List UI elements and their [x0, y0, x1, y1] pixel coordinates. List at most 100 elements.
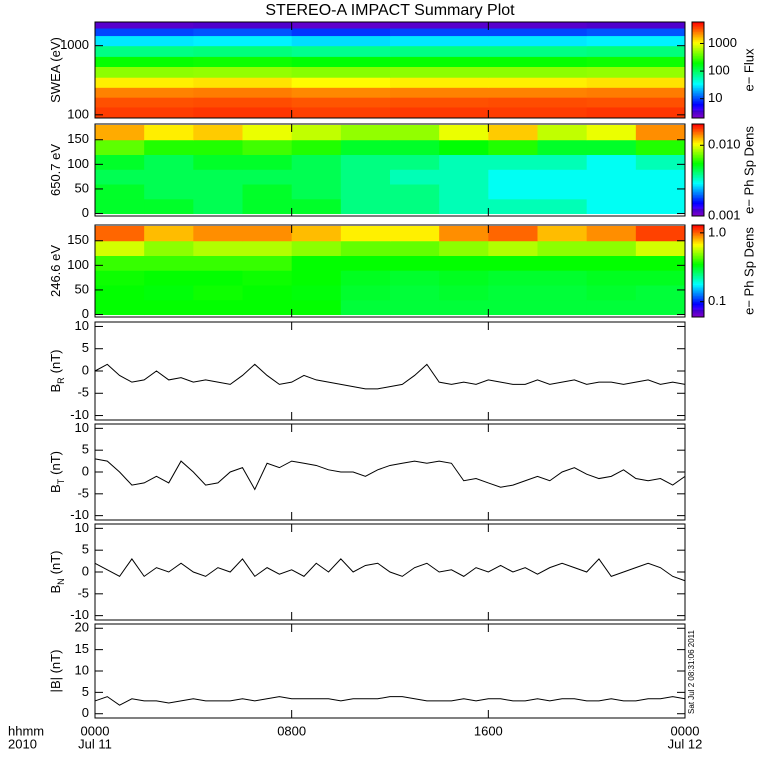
heatmap-cell [95, 28, 194, 37]
heatmap-cell [242, 184, 293, 200]
colorbar-step [692, 42, 704, 45]
colorbar-step [692, 225, 704, 227]
colorbar-step [692, 153, 704, 156]
y-label-main: B [48, 384, 63, 393]
colorbar-step [692, 295, 704, 298]
heatmap-cell [537, 198, 588, 215]
timestamp: Sat Jul 2 08:31:06 2011 [687, 629, 696, 713]
colorbar-step [692, 278, 704, 281]
x-date-label: Jul 12 [668, 736, 703, 751]
y-axis-label: BT (nT) [48, 451, 66, 493]
colorbar-step [692, 205, 704, 208]
colorbar-step [692, 246, 704, 249]
colorbar-step [692, 111, 704, 114]
heatmap-cell [291, 270, 342, 286]
colorbar-step [692, 240, 704, 243]
heatmap-cell [242, 139, 293, 156]
heatmap-cell [144, 225, 194, 242]
colorbar-step [692, 22, 704, 24]
heatmap-cell [340, 169, 391, 185]
colorbar-step [692, 106, 704, 109]
heatmap-cell [537, 299, 588, 316]
colorbar-step [692, 130, 704, 133]
heatmap-cell [635, 124, 686, 141]
x-tick-label: 0000 [81, 723, 110, 738]
heatmap-cell [193, 66, 293, 78]
colorbar-step [692, 58, 704, 61]
colorbar-step [692, 33, 704, 36]
y-tick-label: 100 [67, 106, 89, 121]
colorbar-step [692, 271, 704, 273]
colorbar-frame [691, 21, 705, 119]
heatmap-cell [537, 270, 588, 286]
heatmap-cell [439, 270, 489, 286]
heatmap-cell [291, 169, 342, 185]
heatmap-cell [291, 22, 391, 29]
heatmap-cell [586, 255, 637, 271]
heatmap-cell [488, 299, 538, 316]
heatmap-cell [390, 106, 489, 119]
heatmap-cell [586, 28, 686, 37]
colorbar-step [692, 249, 704, 252]
colorbar-step [692, 84, 704, 87]
colorbar-step [692, 252, 704, 255]
heatmap-cell [242, 124, 293, 141]
heatmap-cell [586, 87, 686, 98]
heatmap-cell [193, 139, 243, 156]
colorbar-step [692, 193, 704, 195]
heatmap-cell [488, 154, 538, 170]
heatmap-cell [390, 124, 440, 141]
y-axis-label: |B| (nT) [48, 650, 63, 693]
heatmap-cell [439, 225, 489, 242]
colorbar-step [692, 214, 704, 217]
heatmap-cell [193, 124, 243, 141]
heatmap-cell [439, 124, 489, 141]
heatmap-cell [586, 270, 637, 286]
heatmap-cell [635, 139, 686, 156]
y-tick-label: 50 [75, 180, 89, 195]
heatmap-cell [193, 270, 243, 286]
y-label-main: SWEA (eV) [48, 37, 63, 103]
colorbar-label: e− Ph Sp Dens [741, 126, 756, 214]
colorbar-step [692, 31, 704, 34]
heatmap-cell [635, 255, 686, 271]
heatmap-cell [95, 225, 145, 242]
colorbar-step [692, 303, 704, 306]
heatmap-cell [439, 139, 489, 156]
colorbar-step [692, 199, 704, 202]
heatmap-cell [390, 56, 489, 67]
heatmap-cell [635, 154, 686, 170]
heatmap-cell [390, 184, 440, 200]
heatmap-cell [193, 240, 243, 257]
heatmap-cell [340, 184, 391, 200]
colorbar-step [692, 70, 704, 72]
heatmap-cell [95, 87, 194, 98]
heatmap-cell [586, 169, 637, 185]
heatmap-cell [635, 270, 686, 286]
colorbar-step [692, 186, 704, 189]
colorbar-step [692, 264, 704, 267]
y-tick-label: 0 [82, 362, 89, 377]
colorbar-step [692, 238, 704, 241]
colorbar-step [692, 114, 704, 117]
colorbar-step [692, 97, 704, 100]
heatmap-cell [586, 35, 686, 47]
colorbar-step [692, 49, 704, 52]
heatmap-cell [193, 225, 243, 242]
heatmap-cell [95, 97, 194, 108]
colorbar-step [692, 105, 704, 108]
heatmap-cell [390, 66, 489, 78]
y-tick-label: 5 [82, 542, 89, 557]
heatmap-cell [586, 184, 637, 200]
colorbar-step [692, 284, 704, 287]
colorbar-step [692, 208, 704, 211]
colorbar-step [692, 281, 704, 284]
y-label-main: |B| (nT) [48, 650, 63, 693]
colorbar-frame [691, 123, 705, 217]
colorbar-step [692, 81, 704, 84]
colorbar-step [692, 304, 704, 307]
heatmap-cell [291, 66, 391, 78]
heatmap-cell [193, 285, 243, 301]
colorbar-step [692, 170, 704, 172]
